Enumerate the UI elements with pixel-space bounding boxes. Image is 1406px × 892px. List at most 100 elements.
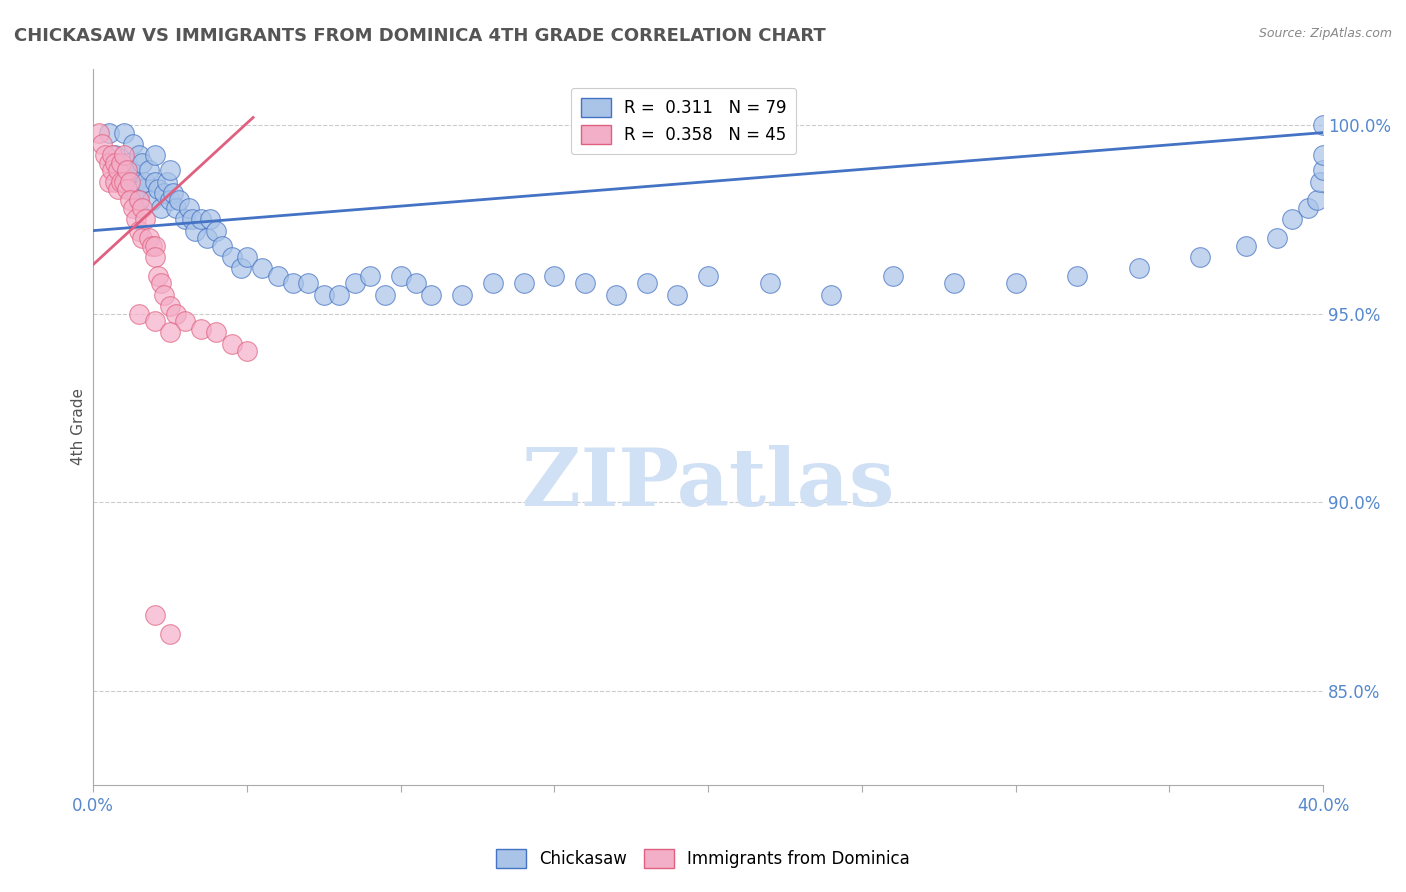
Point <box>229 261 252 276</box>
Point <box>104 175 127 189</box>
Point <box>122 201 145 215</box>
Point <box>205 326 228 340</box>
Point <box>1265 231 1288 245</box>
Point <box>758 277 780 291</box>
Point <box>128 194 150 208</box>
Point <box>100 148 122 162</box>
Point <box>149 277 172 291</box>
Point <box>266 268 288 283</box>
Point <box>198 212 221 227</box>
Point <box>162 186 184 200</box>
Point <box>1234 238 1257 252</box>
Point <box>159 299 181 313</box>
Point <box>110 155 132 169</box>
Point <box>143 148 166 162</box>
Point <box>122 182 145 196</box>
Point <box>128 224 150 238</box>
Point <box>605 287 627 301</box>
Point <box>374 287 396 301</box>
Point <box>221 336 243 351</box>
Point <box>205 224 228 238</box>
Point <box>328 287 350 301</box>
Point <box>143 250 166 264</box>
Point <box>389 268 412 283</box>
Point <box>451 287 474 301</box>
Legend: R =  0.311   N = 79, R =  0.358   N = 45: R = 0.311 N = 79, R = 0.358 N = 45 <box>571 87 796 154</box>
Point <box>1309 175 1331 189</box>
Point <box>666 287 689 301</box>
Point <box>110 175 132 189</box>
Point <box>107 182 129 196</box>
Point <box>115 182 138 196</box>
Point <box>159 627 181 641</box>
Point <box>112 175 135 189</box>
Point <box>131 201 153 215</box>
Point <box>110 163 132 178</box>
Point <box>636 277 658 291</box>
Point <box>882 268 904 283</box>
Point <box>221 250 243 264</box>
Point <box>112 126 135 140</box>
Point <box>115 155 138 169</box>
Point <box>138 231 160 245</box>
Point <box>211 238 233 252</box>
Point <box>146 182 169 196</box>
Point <box>143 608 166 623</box>
Point <box>128 307 150 321</box>
Point <box>1312 118 1334 132</box>
Point <box>128 194 150 208</box>
Point <box>107 163 129 178</box>
Point <box>343 277 366 291</box>
Point <box>141 238 163 252</box>
Point <box>1312 163 1334 178</box>
Point <box>1312 148 1334 162</box>
Point <box>156 175 179 189</box>
Text: Source: ZipAtlas.com: Source: ZipAtlas.com <box>1258 27 1392 40</box>
Text: ZIPatlas: ZIPatlas <box>522 445 894 523</box>
Point <box>236 344 259 359</box>
Point <box>943 277 966 291</box>
Point <box>94 148 117 162</box>
Point <box>482 277 505 291</box>
Point <box>297 277 319 291</box>
Point <box>134 212 156 227</box>
Point <box>169 194 191 208</box>
Point <box>104 155 127 169</box>
Point <box>1189 250 1212 264</box>
Point <box>159 194 181 208</box>
Point <box>820 287 842 301</box>
Point <box>174 314 197 328</box>
Point <box>159 326 181 340</box>
Point <box>112 148 135 162</box>
Point <box>120 163 142 178</box>
Point <box>153 186 176 200</box>
Point <box>697 268 720 283</box>
Point <box>190 212 212 227</box>
Point <box>120 194 142 208</box>
Point <box>104 148 127 162</box>
Point <box>281 277 304 291</box>
Point <box>125 175 148 189</box>
Point <box>89 126 111 140</box>
Point <box>143 175 166 189</box>
Point <box>236 250 259 264</box>
Point <box>165 307 187 321</box>
Point <box>512 277 534 291</box>
Point <box>112 175 135 189</box>
Point <box>312 287 335 301</box>
Point <box>1306 194 1329 208</box>
Point <box>1296 201 1319 215</box>
Point <box>141 194 163 208</box>
Point <box>1128 261 1150 276</box>
Point <box>149 201 172 215</box>
Point <box>125 212 148 227</box>
Point <box>120 175 142 189</box>
Point <box>420 287 443 301</box>
Point <box>1004 277 1026 291</box>
Point <box>131 182 153 196</box>
Point <box>134 175 156 189</box>
Point <box>143 314 166 328</box>
Point <box>252 261 274 276</box>
Legend: Chickasaw, Immigrants from Dominica: Chickasaw, Immigrants from Dominica <box>489 842 917 875</box>
Point <box>359 268 381 283</box>
